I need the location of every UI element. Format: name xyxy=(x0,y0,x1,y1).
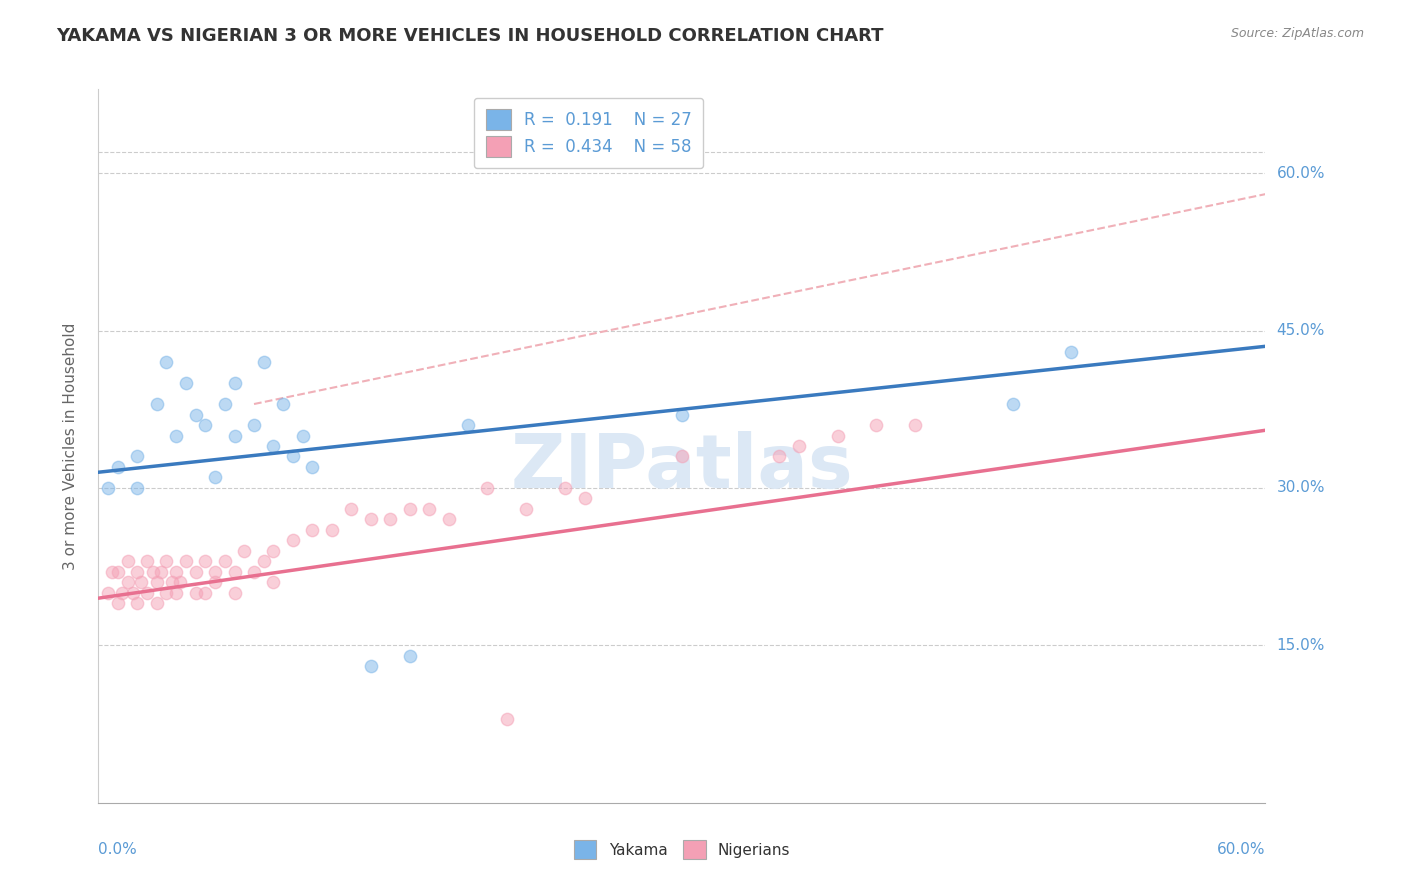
Point xyxy=(574,491,596,506)
Point xyxy=(97,481,120,495)
Point xyxy=(243,565,266,579)
Text: 15.0%: 15.0% xyxy=(1277,638,1324,653)
Point xyxy=(149,565,172,579)
Point xyxy=(165,565,187,579)
Point xyxy=(142,565,165,579)
Point xyxy=(224,376,246,390)
Point xyxy=(194,417,217,432)
Point xyxy=(243,417,266,432)
Point xyxy=(787,439,810,453)
Point xyxy=(291,428,314,442)
Point xyxy=(457,417,479,432)
Point xyxy=(224,586,246,600)
Point xyxy=(169,575,191,590)
Point xyxy=(162,575,184,590)
Point xyxy=(1060,344,1083,359)
Point xyxy=(496,712,519,726)
Point xyxy=(194,586,217,600)
Point xyxy=(398,502,420,516)
Point xyxy=(204,470,226,484)
Point xyxy=(262,575,284,590)
Point xyxy=(204,575,226,590)
Text: ZIPatlas: ZIPatlas xyxy=(510,431,853,504)
Point xyxy=(904,417,927,432)
Point xyxy=(224,565,246,579)
Point xyxy=(214,554,236,568)
Point xyxy=(136,554,159,568)
Point xyxy=(271,397,294,411)
Point xyxy=(340,502,363,516)
Point xyxy=(262,439,284,453)
Point xyxy=(768,450,790,464)
Point xyxy=(127,450,149,464)
Point xyxy=(301,460,323,475)
Point xyxy=(554,481,576,495)
Text: 45.0%: 45.0% xyxy=(1277,323,1324,338)
Y-axis label: 3 or more Vehicles in Household: 3 or more Vehicles in Household xyxy=(63,322,77,570)
Point xyxy=(671,450,693,464)
Point xyxy=(184,586,207,600)
Point xyxy=(165,428,187,442)
Text: Source: ZipAtlas.com: Source: ZipAtlas.com xyxy=(1230,27,1364,40)
Point xyxy=(107,460,129,475)
Point xyxy=(281,450,304,464)
Point xyxy=(204,565,226,579)
Point xyxy=(437,512,460,526)
Point xyxy=(117,554,139,568)
Point xyxy=(155,586,177,600)
Point xyxy=(321,523,343,537)
Point xyxy=(184,408,207,422)
Point xyxy=(515,502,537,516)
Point xyxy=(146,397,169,411)
Point xyxy=(174,554,197,568)
Point xyxy=(360,659,382,673)
Text: YAKAMA VS NIGERIAN 3 OR MORE VEHICLES IN HOUSEHOLD CORRELATION CHART: YAKAMA VS NIGERIAN 3 OR MORE VEHICLES IN… xyxy=(56,27,884,45)
Text: 30.0%: 30.0% xyxy=(1277,481,1324,495)
Point xyxy=(101,565,124,579)
Point xyxy=(262,544,284,558)
Point xyxy=(165,586,187,600)
Point xyxy=(418,502,440,516)
Point xyxy=(233,544,256,558)
Point xyxy=(865,417,887,432)
Point xyxy=(155,554,177,568)
Point xyxy=(129,575,152,590)
Point xyxy=(360,512,382,526)
Text: 0.0%: 0.0% xyxy=(98,842,138,856)
Point xyxy=(224,428,246,442)
Point xyxy=(127,596,149,610)
Point xyxy=(1001,397,1024,411)
Point xyxy=(146,575,169,590)
Point xyxy=(122,586,145,600)
Point xyxy=(253,355,276,369)
Point xyxy=(97,586,120,600)
Point xyxy=(477,481,499,495)
Point xyxy=(194,554,217,568)
Point xyxy=(174,376,197,390)
Point xyxy=(301,523,323,537)
Point xyxy=(127,481,149,495)
Text: 60.0%: 60.0% xyxy=(1277,166,1324,181)
Point xyxy=(253,554,276,568)
Point xyxy=(398,648,420,663)
Point xyxy=(827,428,849,442)
Point xyxy=(136,586,159,600)
Point xyxy=(127,565,149,579)
Text: 60.0%: 60.0% xyxy=(1218,842,1265,856)
Point xyxy=(117,575,139,590)
Point xyxy=(107,596,129,610)
Point xyxy=(107,565,129,579)
Point xyxy=(214,397,236,411)
Point xyxy=(281,533,304,548)
Point xyxy=(111,586,134,600)
Point xyxy=(671,408,693,422)
Point xyxy=(380,512,402,526)
Point xyxy=(155,355,177,369)
Point xyxy=(146,596,169,610)
Legend: Yakama, Nigerians: Yakama, Nigerians xyxy=(565,832,799,866)
Point xyxy=(184,565,207,579)
